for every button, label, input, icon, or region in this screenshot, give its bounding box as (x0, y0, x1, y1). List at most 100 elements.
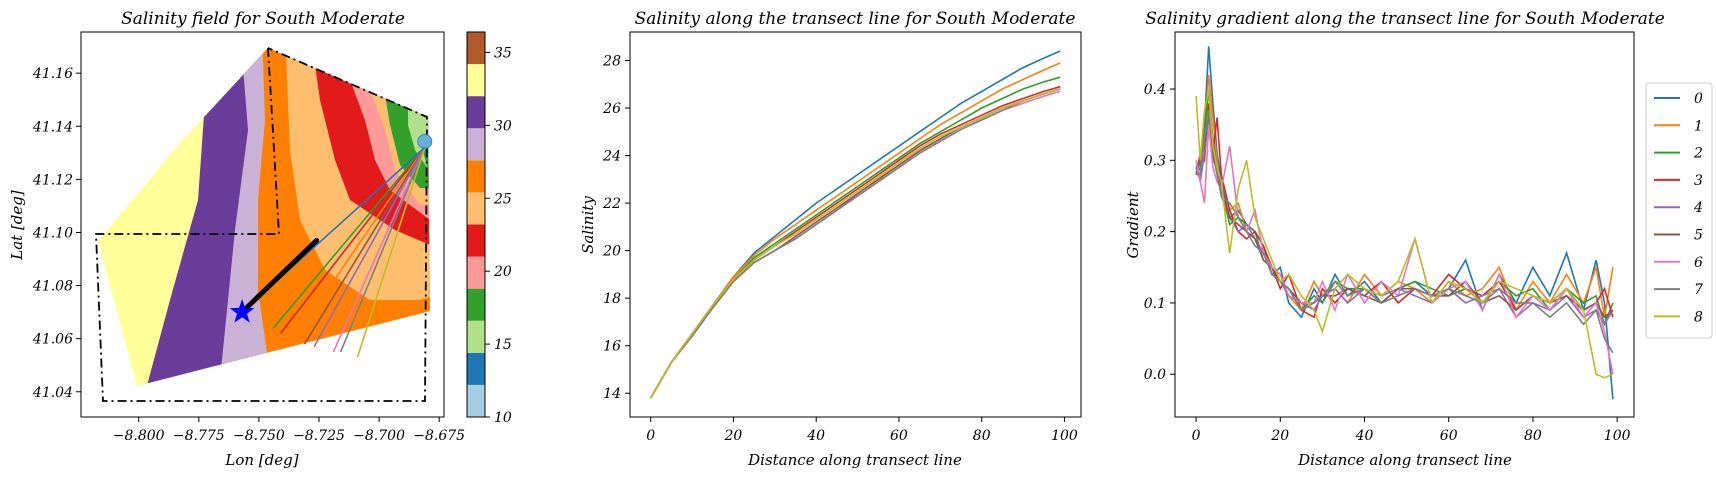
map-x-ticks: −8.800 −8.775 −8.750 −8.725 −8.700 −8.675 (113, 417, 465, 444)
gradient-y-tick-label: 0.4 (1144, 82, 1166, 98)
colorbar-ticks: 10 15 20 25 30 35 (485, 45, 512, 426)
map-x-tick-label: −8.800 (113, 428, 165, 444)
gradient-x-tick-label: 100 (1604, 428, 1631, 444)
salinity-series (650, 50, 1061, 399)
gradient-xlabel: Distance along transect line (1297, 451, 1512, 469)
transect-line (332, 147, 426, 353)
salinity-x-tick-label: 40 (806, 428, 825, 444)
salinity-title: Salinity along the transect line for Sou… (635, 9, 1076, 29)
map-title: Salinity field for South Moderate (121, 9, 405, 29)
salinity-series-5 (650, 88, 1061, 399)
map-y-tick-label: 41.14 (32, 119, 73, 135)
map-x-tick-label: −8.675 (413, 428, 465, 444)
salinity-series-0 (650, 50, 1061, 399)
colorbar-tick-label: 15 (494, 337, 512, 353)
salinity-y-tick-label: 16 (603, 339, 621, 355)
gradient-line-chart: Salinity gradient along the transect lin… (1124, 9, 1665, 469)
gradient-series (1195, 46, 1614, 400)
legend: 0 1 2 3 4 5 6 7 8 (1645, 82, 1713, 339)
map-axes-frame (80, 31, 445, 418)
legend-label: 4 (1693, 200, 1703, 216)
salinity-x-tick-label: 0 (646, 428, 655, 444)
colorbar-tick-label: 10 (494, 410, 512, 426)
map-y-tick-label: 41.04 (32, 385, 73, 401)
gradient-x-tick-label: 0 (1192, 428, 1201, 444)
legend-label: 6 (1694, 255, 1703, 271)
gradient-y-ticks: 0.0 0.1 0.2 0.3 0.4 (1144, 82, 1175, 383)
map-x-tick-label: −8.725 (293, 428, 345, 444)
colorbar-tick-label: 35 (494, 45, 512, 61)
colorbar-segment (467, 32, 485, 65)
colorbar-segment (467, 320, 485, 353)
gradient-y-tick-label: 0.2 (1144, 225, 1166, 241)
boundary-outline (95, 47, 428, 402)
colorbar-frame (466, 31, 486, 418)
salinity-series-2 (650, 76, 1061, 399)
salinity-ylabel: Salinity (579, 196, 597, 254)
colorbar-segment (467, 192, 485, 225)
gradient-title: Salinity gradient along the transect lin… (1145, 9, 1665, 29)
map-y-tick-label: 41.12 (32, 172, 73, 188)
transect-line (272, 146, 426, 329)
salinity-series-3 (650, 85, 1061, 399)
colorbar-segment (467, 96, 485, 129)
salinity-x-tick-label: 20 (724, 428, 743, 444)
salinity-y-tick-label: 22 (602, 196, 621, 212)
salinity-y-tick-label: 14 (603, 386, 621, 402)
gradient-x-tick-label: 20 (1270, 428, 1289, 444)
salinity-y-tick-label: 20 (602, 244, 621, 260)
gradient-x-ticks: 0 20 40 60 80 100 (1192, 417, 1631, 444)
gradient-y-tick-label: 0.1 (1144, 296, 1166, 312)
map-y-ticks: 41.04 41.06 41.08 41.10 41.12 41.14 41.16 (32, 66, 81, 401)
transect-line (339, 147, 426, 353)
salinity-xlabel: Distance along transect line (747, 451, 962, 469)
transect-lines (241, 146, 426, 358)
salinity-axes-frame (629, 31, 1082, 418)
colorbar-segment (467, 160, 485, 193)
gradient-axes-frame (1174, 31, 1635, 418)
salinity-x-ticks: 0 20 40 60 80 100 (646, 417, 1078, 444)
colorbar-segment (467, 64, 485, 97)
legend-label: 7 (1694, 282, 1703, 298)
main-transect-line (239, 237, 320, 315)
gradient-ylabel: Gradient (1124, 190, 1142, 258)
colorbar-segment (467, 224, 485, 257)
map-x-tick-label: −8.700 (353, 428, 405, 444)
transect-line (313, 147, 426, 348)
legend-label: 0 (1694, 91, 1703, 107)
transect-line (291, 147, 426, 342)
colorbar-segment (467, 288, 485, 321)
star-icon (229, 299, 255, 323)
gradient-y-tick-label: 0.0 (1144, 367, 1166, 383)
salinity-y-tick-label: 28 (602, 54, 621, 70)
legend-label: 5 (1694, 228, 1703, 244)
legend-label: 3 (1694, 173, 1703, 189)
colorbar-tick-label: 30 (494, 118, 512, 134)
gradient-series-1 (1195, 74, 1614, 318)
colorbar (466, 31, 486, 418)
salinity-x-tick-label: 100 (1051, 428, 1078, 444)
map-ylabel: Lat [deg] (8, 190, 26, 261)
salinity-line-chart: Salinity along the transect line for Sou… (579, 9, 1082, 469)
legend-box (1645, 82, 1713, 339)
gradient-series-7 (1196, 110, 1614, 354)
colorbar-segment (467, 352, 485, 385)
gradient-x-tick-label: 80 (1524, 428, 1542, 444)
gradient-y-tick-label: 0.3 (1144, 153, 1166, 169)
colorbar-tick-label: 20 (493, 264, 512, 280)
salinity-series-7 (650, 88, 1061, 399)
gradient-x-tick-label: 40 (1355, 428, 1374, 444)
legend-label: 8 (1694, 309, 1703, 325)
salinity-series-6 (650, 90, 1061, 399)
salinity-field-regions (95, 47, 433, 402)
map-y-tick-label: 41.08 (32, 279, 73, 295)
colorbar-segment (467, 128, 485, 161)
map-x-tick-label: −8.775 (173, 428, 225, 444)
transect-line (356, 147, 426, 358)
colorbar-segment (467, 384, 485, 417)
salinity-y-ticks: 14 16 18 20 22 24 26 28 (602, 54, 630, 402)
salinity-field-map: Salinity field for South Moderate (8, 9, 512, 469)
transect-line (303, 147, 426, 345)
colorbar-segment (467, 256, 485, 289)
salinity-x-tick-label: 60 (890, 428, 908, 444)
